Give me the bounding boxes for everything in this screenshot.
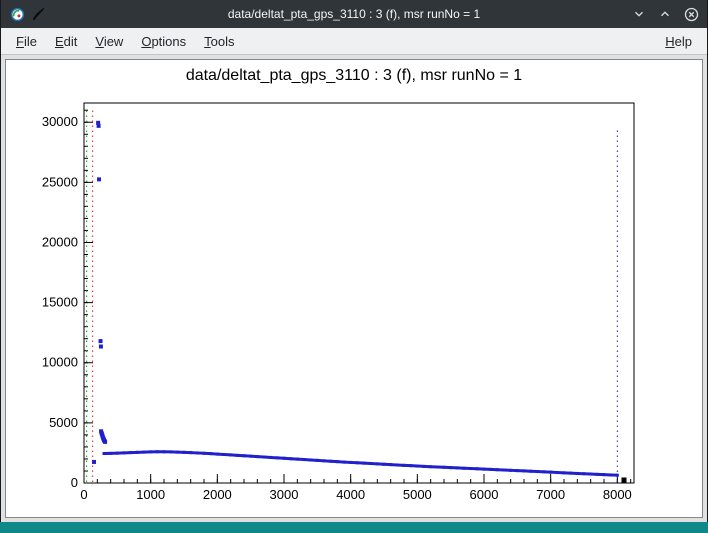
svg-text:2000: 2000 <box>203 487 232 502</box>
minimize-button[interactable] <box>631 6 647 22</box>
app-window: data/deltat_pta_gps_3110 : 3 (f), msr ru… <box>0 0 708 522</box>
svg-text:0: 0 <box>71 475 78 490</box>
svg-text:25000: 25000 <box>42 174 78 189</box>
paintbrush-icon <box>30 6 46 22</box>
close-button[interactable] <box>683 6 699 22</box>
svg-text:7000: 7000 <box>536 487 565 502</box>
svg-text:0: 0 <box>80 487 87 502</box>
svg-text:10000: 10000 <box>42 355 78 370</box>
window-title: data/deltat_pta_gps_3110 : 3 (f), msr ru… <box>227 7 481 21</box>
window-controls <box>615 6 699 22</box>
menu-item-help[interactable]: Help <box>665 33 692 49</box>
root-canvas[interactable]: data/deltat_pta_gps_3110 : 3 (f), msr ru… <box>5 59 703 518</box>
svg-text:8000: 8000 <box>603 487 632 502</box>
titlebar-icons <box>9 6 93 22</box>
menu-item-file[interactable]: File <box>16 33 37 49</box>
desktop-background-strip <box>0 522 708 533</box>
svg-text:15000: 15000 <box>42 295 78 310</box>
histogram-chart[interactable]: 0 1000 2000 3000 4000 5000 6000 7000 8000 0 5000 10… <box>6 60 702 515</box>
menubar: File Edit View Options Tools Help <box>1 28 707 55</box>
svg-text:4000: 4000 <box>336 487 365 502</box>
svg-text:5000: 5000 <box>403 487 432 502</box>
menubar-left: File Edit View Options Tools <box>7 32 656 51</box>
menubar-right: Help <box>656 34 701 49</box>
plot-title: data/deltat_pta_gps_3110 : 3 (f), msr ru… <box>185 67 523 84</box>
svg-text:5000: 5000 <box>49 415 78 430</box>
svg-text:1000: 1000 <box>136 487 165 502</box>
svg-text:30000: 30000 <box>42 114 78 129</box>
canvas-frame: data/deltat_pta_gps_3110 : 3 (f), msr ru… <box>1 55 707 522</box>
menu-item-edit[interactable]: Edit <box>54 33 78 49</box>
menu-item-tools[interactable]: Tools <box>204 33 235 49</box>
app-icon <box>9 6 25 22</box>
svg-text:20000: 20000 <box>42 234 78 249</box>
svg-text:3000: 3000 <box>270 487 299 502</box>
maximize-button[interactable] <box>657 6 673 22</box>
menu-item-view[interactable]: View <box>95 33 124 49</box>
titlebar[interactable]: data/deltat_pta_gps_3110 : 3 (f), msr ru… <box>1 0 707 28</box>
svg-text:6000: 6000 <box>470 487 499 502</box>
menu-item-options[interactable]: Options <box>141 33 187 49</box>
